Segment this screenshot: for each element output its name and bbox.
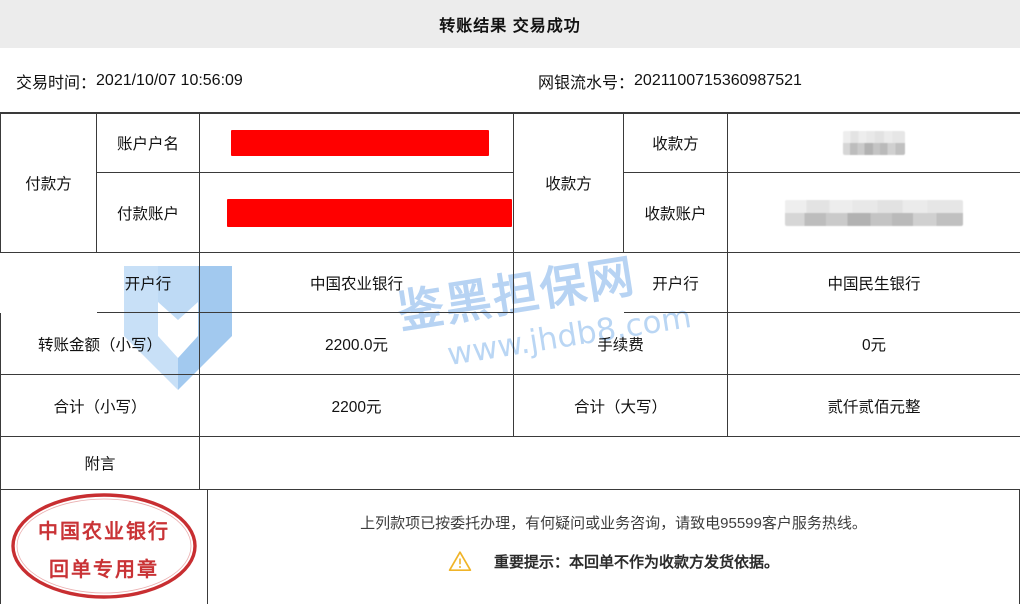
payee-group-label: 收款方 bbox=[514, 113, 624, 253]
payer-group-label: 付款方 bbox=[0, 113, 97, 253]
payer-account-name-redaction bbox=[200, 114, 513, 172]
receipt-footer: 上列款项已按委托办理，有何疑问或业务咨询，请致电95599客户服务热线。 重要提… bbox=[0, 490, 1020, 604]
payee-account-number-value bbox=[728, 173, 1020, 253]
memo-value bbox=[200, 437, 1020, 490]
transaction-time: 交易时间： 2021/10/07 10:56:09 bbox=[16, 48, 243, 113]
stamp-cell bbox=[0, 490, 208, 604]
footer-warning-text: 重要提示：本回单不作为收款方发货依据。 bbox=[493, 553, 779, 571]
footer-warning-row: 重要提示：本回单不作为收款方发货依据。 bbox=[208, 550, 1019, 572]
footer-note-text: 上列款项已按委托办理，有何疑问或业务咨询，请致电95599客户服务热线。 bbox=[360, 515, 867, 532]
transaction-serial-value: 2021100715360987521 bbox=[634, 71, 802, 89]
fee-label: 手续费 bbox=[514, 313, 728, 375]
payer-bank-label: 开户行 bbox=[97, 253, 200, 313]
payee-bank-label: 开户行 bbox=[624, 253, 728, 313]
memo-label: 附言 bbox=[0, 437, 200, 490]
payer-account-number-redaction bbox=[200, 173, 513, 252]
transfer-amount-label: 转账金额（小写） bbox=[0, 313, 200, 375]
payee-name-label: 收款方 bbox=[624, 113, 728, 173]
warning-triangle-icon bbox=[448, 551, 472, 572]
transaction-time-label: 交易时间： bbox=[16, 74, 97, 92]
payer-account-number-label: 付款账户 bbox=[97, 173, 200, 253]
payee-name-value bbox=[728, 113, 1020, 173]
payee-account-mosaic-redaction bbox=[785, 199, 963, 226]
total-uppercase-value: 贰仟贰佰元整 bbox=[728, 375, 1020, 437]
payer-account-name-value bbox=[200, 113, 514, 173]
payee-bank-value: 中国民生银行 bbox=[728, 253, 1020, 313]
transaction-serial-label: 网银流水号： bbox=[538, 74, 635, 92]
transaction-serial: 网银流水号： 2021100715360987521 bbox=[538, 48, 802, 113]
footer-note-cell: 上列款项已按委托办理，有何疑问或业务咨询，请致电95599客户服务热线。 重要提… bbox=[208, 490, 1020, 604]
fee-value: 0元 bbox=[728, 313, 1020, 375]
total-uppercase-label: 合计（大写） bbox=[514, 375, 728, 437]
total-lowercase-label: 合计（小写） bbox=[0, 375, 200, 437]
payer-account-name-label: 账户户名 bbox=[97, 113, 200, 173]
page-title: 转账结果 交易成功 bbox=[439, 18, 581, 35]
red-redaction-bar bbox=[231, 130, 489, 156]
total-lowercase-value: 2200元 bbox=[200, 375, 514, 437]
payee-name-mosaic-redaction bbox=[843, 131, 905, 155]
payer-bank-value: 中国农业银行 bbox=[200, 253, 514, 313]
transaction-time-value: 2021/10/07 10:56:09 bbox=[96, 71, 243, 89]
red-redaction-bar bbox=[227, 198, 512, 227]
transfer-amount-value: 2200.0元 bbox=[200, 313, 514, 375]
payee-account-number-label: 收款账户 bbox=[624, 173, 728, 253]
transaction-meta-row: 交易时间： 2021/10/07 10:56:09 网银流水号： 2021100… bbox=[0, 48, 1020, 113]
receipt-title-bar: 转账结果 交易成功 bbox=[0, 0, 1020, 48]
payer-account-number-value bbox=[200, 173, 514, 253]
receipt-detail-grid: 付款方 账户户名 付款账户 开户行 中国农业银行 收款方 收款方 收款账户 bbox=[0, 113, 1020, 490]
